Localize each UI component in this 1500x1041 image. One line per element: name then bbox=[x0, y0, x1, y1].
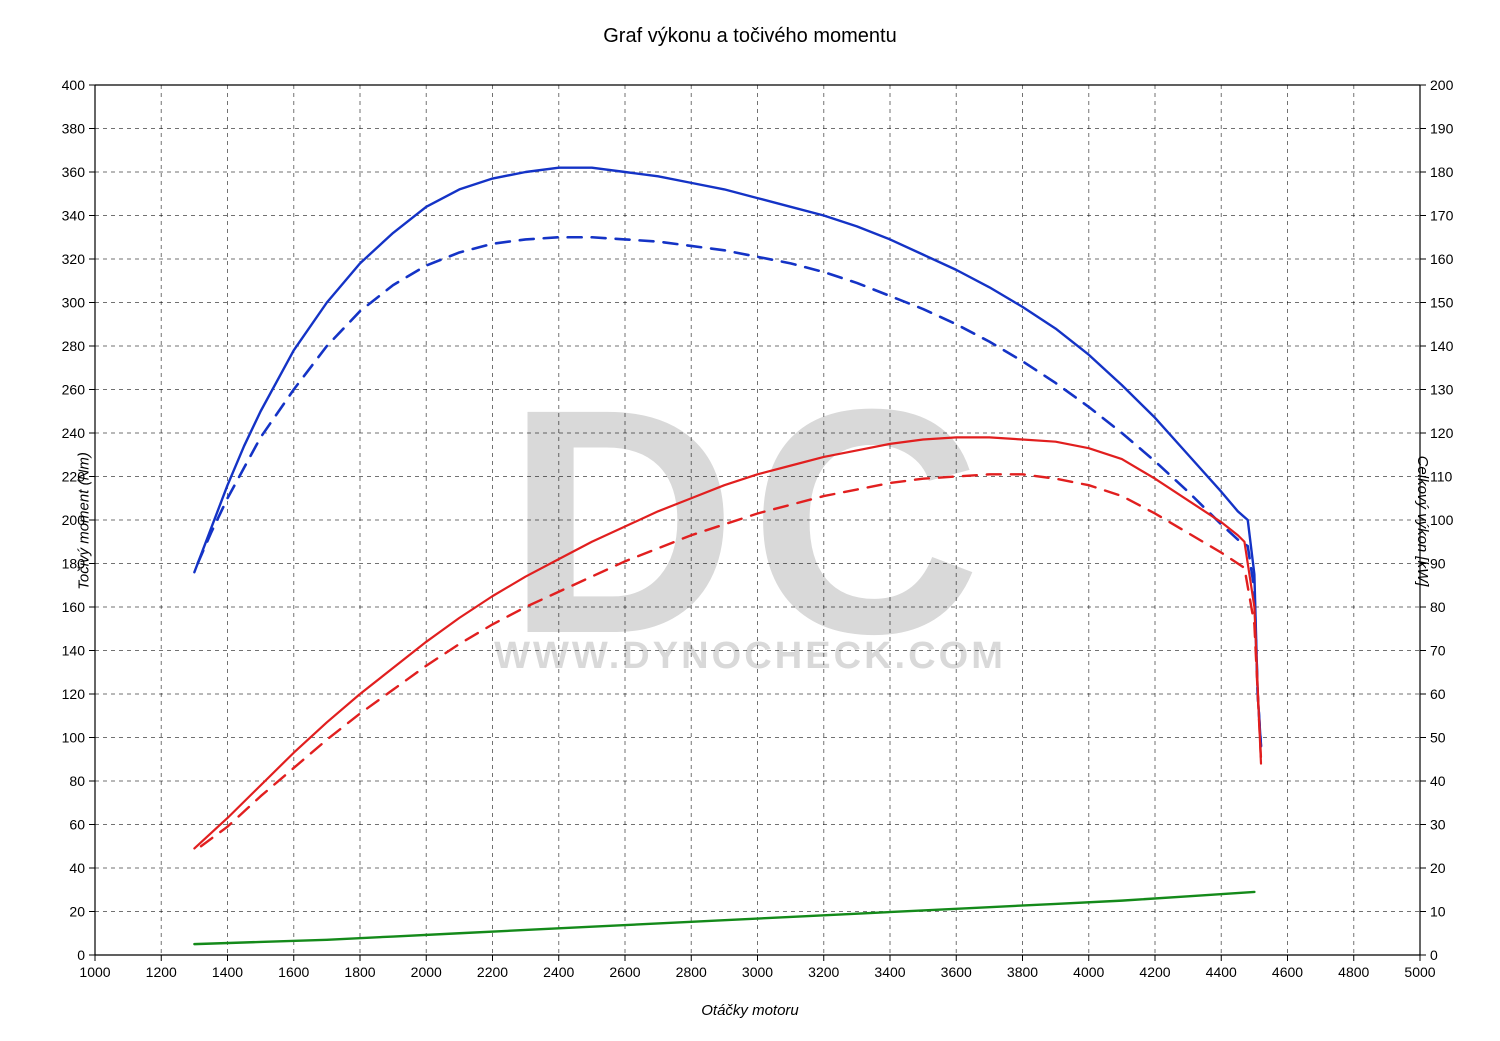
svg-text:80: 80 bbox=[1430, 599, 1446, 615]
svg-text:20: 20 bbox=[69, 904, 85, 920]
svg-text:190: 190 bbox=[1430, 121, 1454, 137]
svg-text:3200: 3200 bbox=[808, 964, 839, 980]
svg-text:260: 260 bbox=[62, 382, 86, 398]
svg-text:150: 150 bbox=[1430, 295, 1454, 311]
svg-text:1200: 1200 bbox=[146, 964, 177, 980]
svg-text:3400: 3400 bbox=[874, 964, 905, 980]
svg-text:360: 360 bbox=[62, 164, 86, 180]
svg-text:200: 200 bbox=[62, 512, 86, 528]
svg-text:1800: 1800 bbox=[344, 964, 375, 980]
svg-text:5000: 5000 bbox=[1404, 964, 1435, 980]
svg-text:180: 180 bbox=[1430, 164, 1454, 180]
series-power_tuned bbox=[194, 437, 1261, 848]
svg-text:4400: 4400 bbox=[1206, 964, 1237, 980]
svg-text:200: 200 bbox=[1430, 77, 1454, 93]
svg-text:300: 300 bbox=[62, 295, 86, 311]
svg-text:380: 380 bbox=[62, 121, 86, 137]
svg-text:90: 90 bbox=[1430, 556, 1446, 572]
svg-text:0: 0 bbox=[1430, 947, 1438, 963]
svg-text:110: 110 bbox=[1430, 469, 1453, 485]
svg-text:3600: 3600 bbox=[941, 964, 972, 980]
svg-text:2600: 2600 bbox=[609, 964, 640, 980]
series-torque_tuned bbox=[194, 168, 1261, 747]
svg-text:220: 220 bbox=[62, 469, 86, 485]
svg-text:60: 60 bbox=[69, 817, 85, 833]
svg-text:4200: 4200 bbox=[1139, 964, 1170, 980]
svg-text:10: 10 bbox=[1430, 904, 1446, 920]
svg-text:30: 30 bbox=[1430, 817, 1446, 833]
svg-text:20: 20 bbox=[1430, 860, 1446, 876]
series-loss_power bbox=[194, 892, 1254, 944]
svg-text:4600: 4600 bbox=[1272, 964, 1303, 980]
svg-text:60: 60 bbox=[1430, 686, 1446, 702]
svg-text:180: 180 bbox=[62, 556, 86, 572]
svg-text:170: 170 bbox=[1430, 208, 1454, 224]
svg-text:100: 100 bbox=[1430, 512, 1454, 528]
svg-text:1600: 1600 bbox=[278, 964, 309, 980]
svg-text:140: 140 bbox=[62, 643, 86, 659]
svg-text:2400: 2400 bbox=[543, 964, 574, 980]
svg-text:3000: 3000 bbox=[742, 964, 773, 980]
svg-text:280: 280 bbox=[62, 338, 86, 354]
svg-text:120: 120 bbox=[1430, 425, 1454, 441]
svg-text:240: 240 bbox=[62, 425, 86, 441]
svg-text:160: 160 bbox=[62, 599, 86, 615]
svg-text:120: 120 bbox=[62, 686, 86, 702]
svg-text:3800: 3800 bbox=[1007, 964, 1038, 980]
svg-text:80: 80 bbox=[69, 773, 85, 789]
svg-text:40: 40 bbox=[69, 860, 85, 876]
svg-text:2000: 2000 bbox=[411, 964, 442, 980]
chart-svg: 1000120014001600180020002200240026002800… bbox=[0, 0, 1500, 1041]
svg-text:50: 50 bbox=[1430, 730, 1446, 746]
svg-text:2800: 2800 bbox=[676, 964, 707, 980]
svg-text:70: 70 bbox=[1430, 643, 1446, 659]
svg-text:4800: 4800 bbox=[1338, 964, 1369, 980]
svg-text:100: 100 bbox=[62, 730, 86, 746]
svg-text:160: 160 bbox=[1430, 251, 1454, 267]
svg-text:2200: 2200 bbox=[477, 964, 508, 980]
series-torque_stock bbox=[198, 237, 1261, 746]
svg-text:140: 140 bbox=[1430, 338, 1454, 354]
svg-text:4000: 4000 bbox=[1073, 964, 1104, 980]
svg-text:400: 400 bbox=[62, 77, 86, 93]
svg-text:340: 340 bbox=[62, 208, 86, 224]
svg-text:40: 40 bbox=[1430, 773, 1446, 789]
svg-text:320: 320 bbox=[62, 251, 86, 267]
svg-text:1400: 1400 bbox=[212, 964, 243, 980]
svg-text:1000: 1000 bbox=[79, 964, 110, 980]
svg-text:130: 130 bbox=[1430, 382, 1454, 398]
chart-stage: DC WWW.DYNOCHECK.COM Graf výkonu a točiv… bbox=[0, 0, 1500, 1041]
svg-text:0: 0 bbox=[77, 947, 85, 963]
